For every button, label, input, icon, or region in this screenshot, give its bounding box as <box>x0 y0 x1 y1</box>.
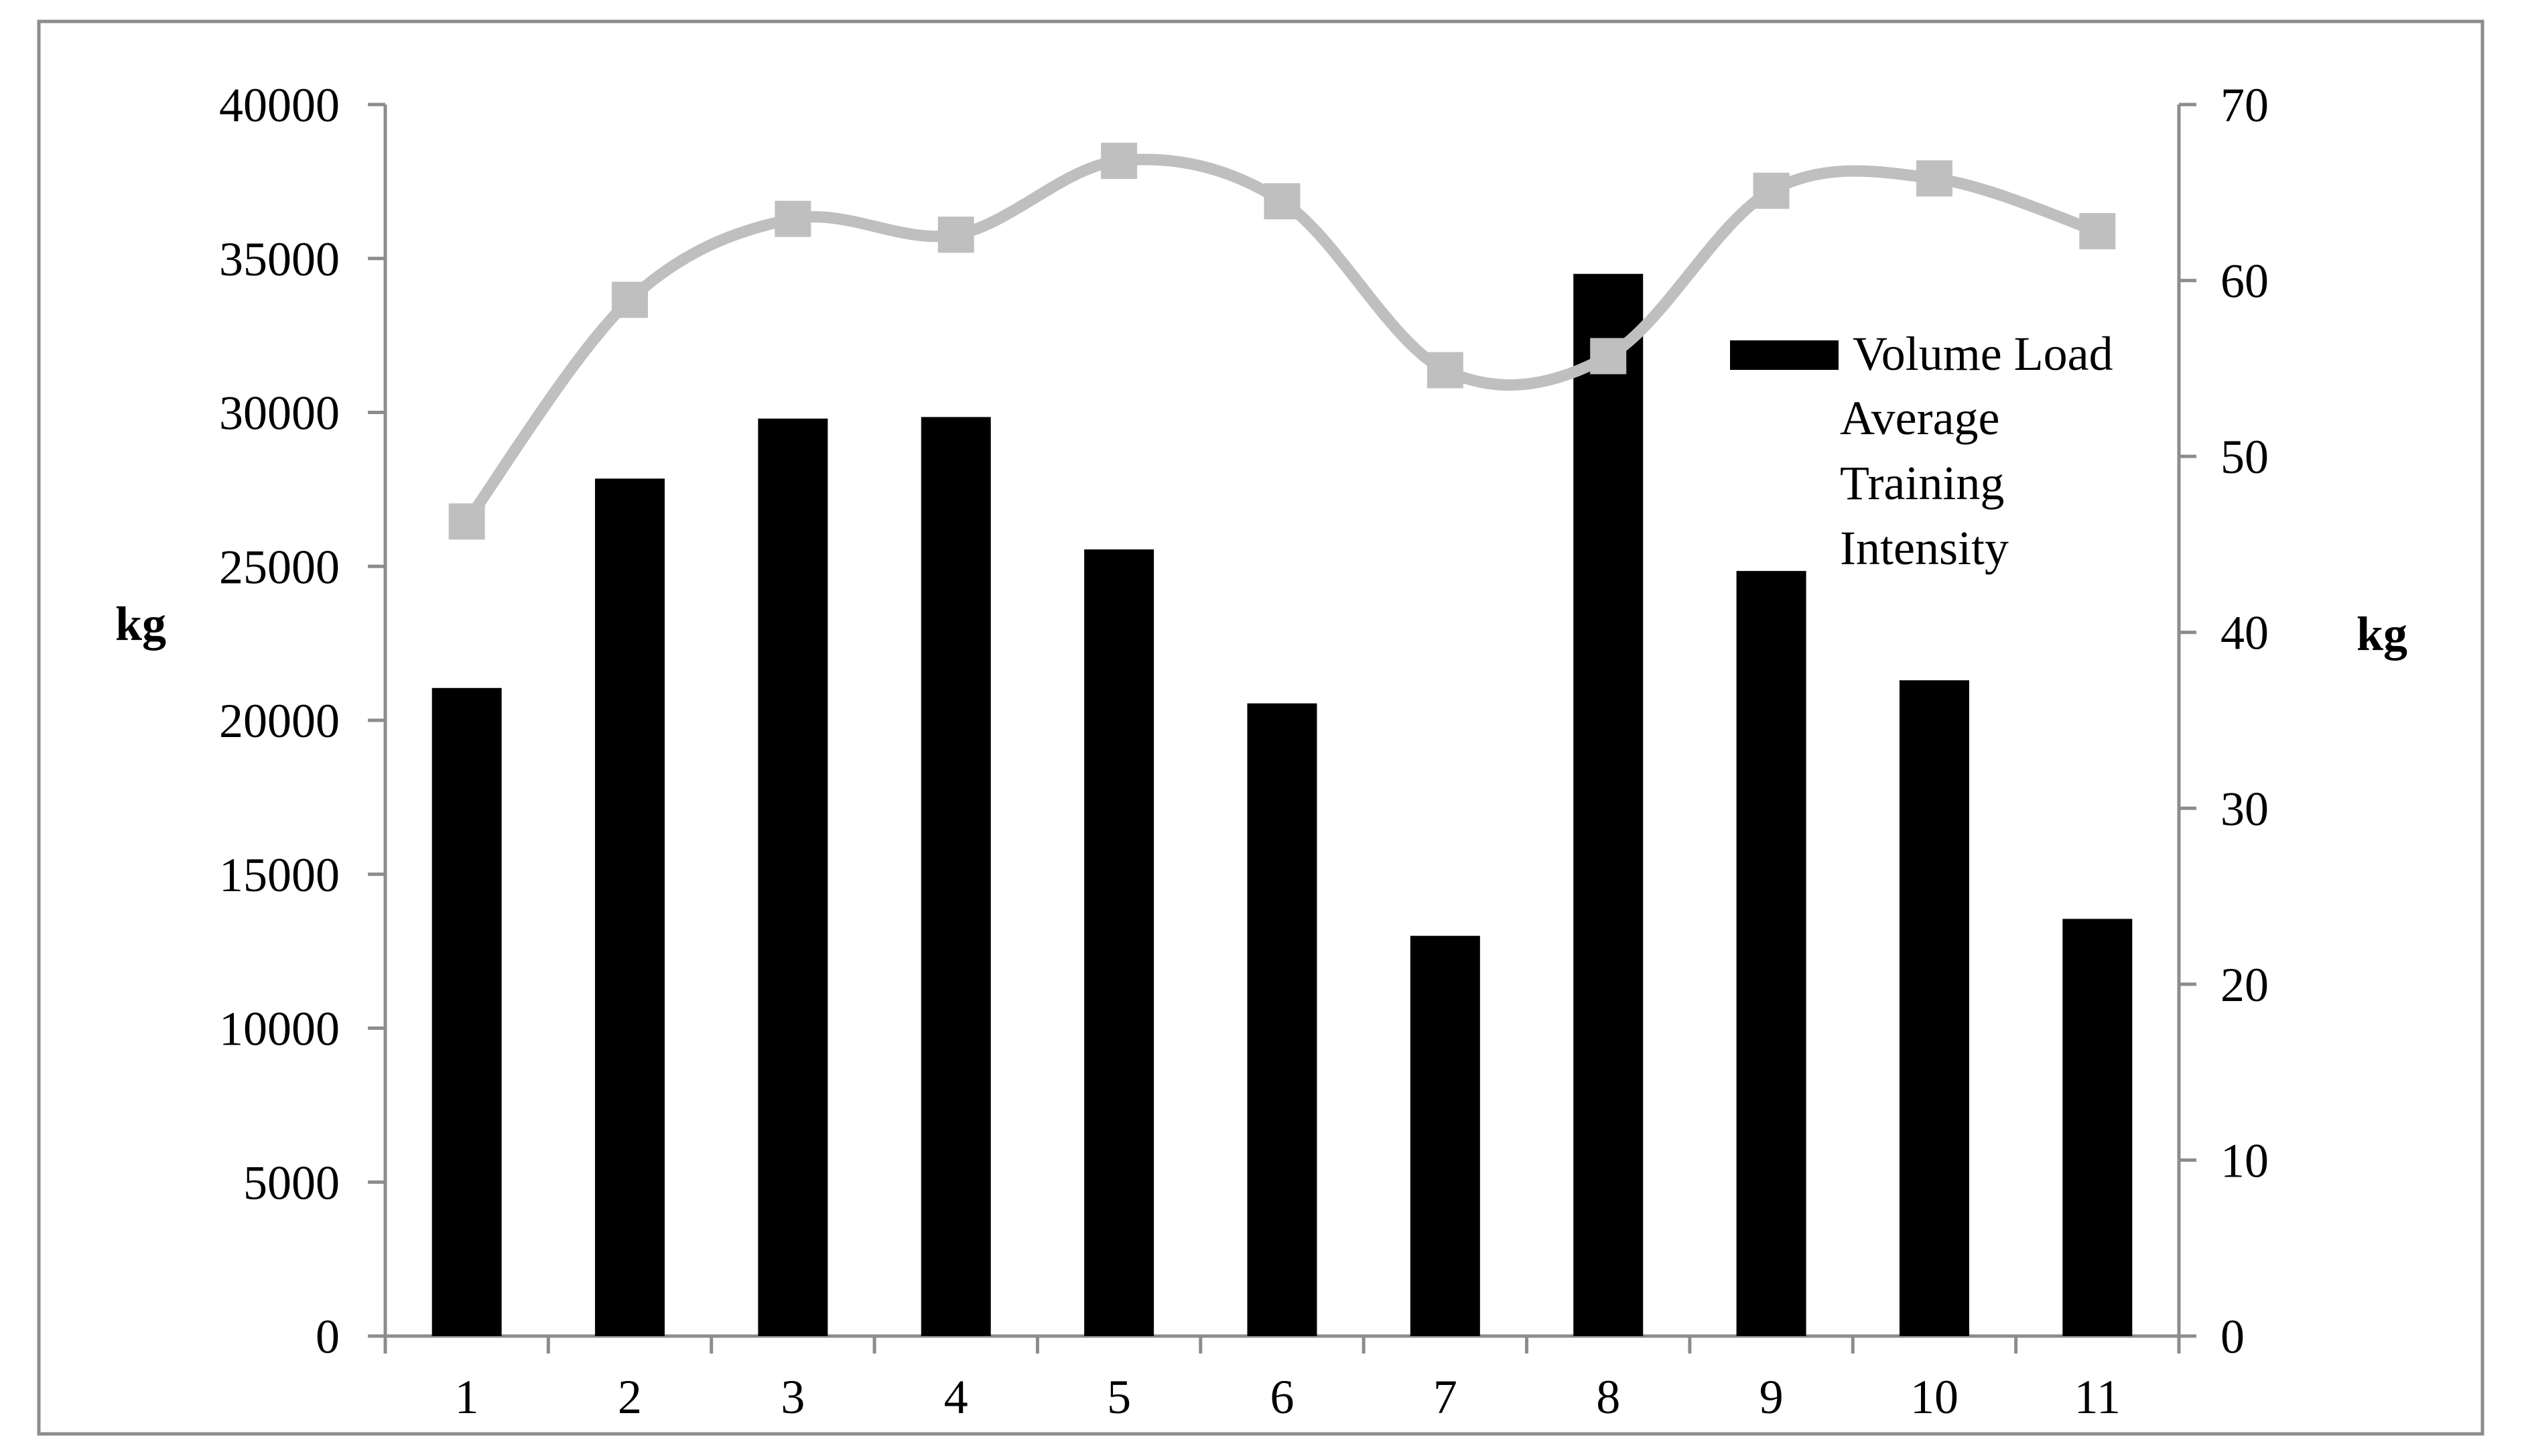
volume-load-bar <box>2062 919 2133 1336</box>
line-series <box>448 143 2116 540</box>
legend-label-line: Intensity <box>1840 521 2009 575</box>
left-axis-tick-label: 0 <box>316 1310 340 1364</box>
x-axis-tick-label: 11 <box>2074 1370 2121 1424</box>
left-axis-tick-label: 30000 <box>219 387 340 440</box>
x-axis-tick-label: 4 <box>944 1370 968 1424</box>
x-axis-tick-label: 3 <box>781 1370 805 1424</box>
legend-label-volume-load: Volume Load <box>1853 327 2113 381</box>
right-axis-tick-label: 50 <box>2220 430 2269 484</box>
intensity-marker <box>612 281 649 318</box>
right-axis-tick-label: 30 <box>2220 782 2269 836</box>
legend-label-training-intensity: Average Training Intensity <box>1840 391 2009 575</box>
volume-load-bar <box>595 478 665 1336</box>
x-axis-tick-label: 2 <box>618 1370 642 1424</box>
right-axis-tick-label: 60 <box>2220 255 2269 308</box>
left-axis-tick-label: 25000 <box>219 540 340 594</box>
intensity-marker <box>1101 143 1138 180</box>
intensity-marker <box>1916 160 1952 197</box>
intensity-marker <box>1590 338 1627 375</box>
right-axis-tick-label: 70 <box>2220 78 2269 132</box>
volume-load-bar <box>431 687 502 1336</box>
volume-load-bar <box>758 418 828 1337</box>
x-axis-tick-label: 5 <box>1107 1370 1131 1424</box>
intensity-marker <box>448 503 485 540</box>
volume-load-bar <box>921 417 991 1336</box>
x-axis-tick-label: 6 <box>1270 1370 1294 1424</box>
x-axis-tick-label: 10 <box>1910 1370 1958 1424</box>
volume-load-bar <box>1736 571 1806 1336</box>
x-axis-tick-label: 1 <box>455 1370 479 1424</box>
left-axis-tick-label: 35000 <box>219 233 340 286</box>
right-axis-title: kg <box>2356 607 2407 661</box>
left-axis-tick-label: 5000 <box>243 1156 340 1209</box>
volume-load-bar <box>1084 549 1154 1336</box>
right-axis-tick-label: 10 <box>2220 1134 2269 1187</box>
left-axis-tick-label: 15000 <box>219 848 340 902</box>
legend: Volume Load Average Training Intensity <box>1730 327 2113 575</box>
left-axis-tick-label: 10000 <box>219 1002 340 1056</box>
legend-clip-mask <box>1730 375 1839 402</box>
right-axis-tick-label: 0 <box>2220 1310 2245 1364</box>
right-y-axis: 0 10 20 30 40 50 60 70 <box>2177 78 2269 1364</box>
legend-label-line: Training <box>1840 456 2004 510</box>
intensity-marker <box>2079 213 2116 250</box>
intensity-marker <box>937 216 974 253</box>
intensity-marker <box>1264 183 1301 220</box>
volume-load-bar <box>1573 273 1644 1337</box>
left-axis-tick-label: 40000 <box>219 78 340 132</box>
right-axis-tick-label: 40 <box>2220 606 2269 660</box>
left-axis-title: kg <box>115 597 166 651</box>
volume-load-bar <box>1899 680 1969 1336</box>
volume-load-bar <box>1247 703 1317 1336</box>
legend-swatch-volume-load <box>1730 340 1839 370</box>
left-y-axis: 0 5000 10000 15000 20000 25000 30000 35000 40000 <box>219 78 387 1364</box>
x-axis-tick-label: 9 <box>1759 1370 1784 1424</box>
volume-load-bar <box>1410 935 1480 1336</box>
x-axis-tick-label: 8 <box>1596 1370 1620 1424</box>
intensity-marker <box>775 200 811 237</box>
intensity-marker <box>1753 172 1790 209</box>
left-axis-tick-label: 20000 <box>219 694 340 748</box>
right-axis-tick-label: 20 <box>2220 958 2269 1012</box>
intensity-marker <box>1426 352 1463 389</box>
bar-series <box>431 273 2133 1337</box>
x-axis-tick-label: 7 <box>1433 1370 1457 1424</box>
legend-label-line: Average <box>1840 391 2000 445</box>
